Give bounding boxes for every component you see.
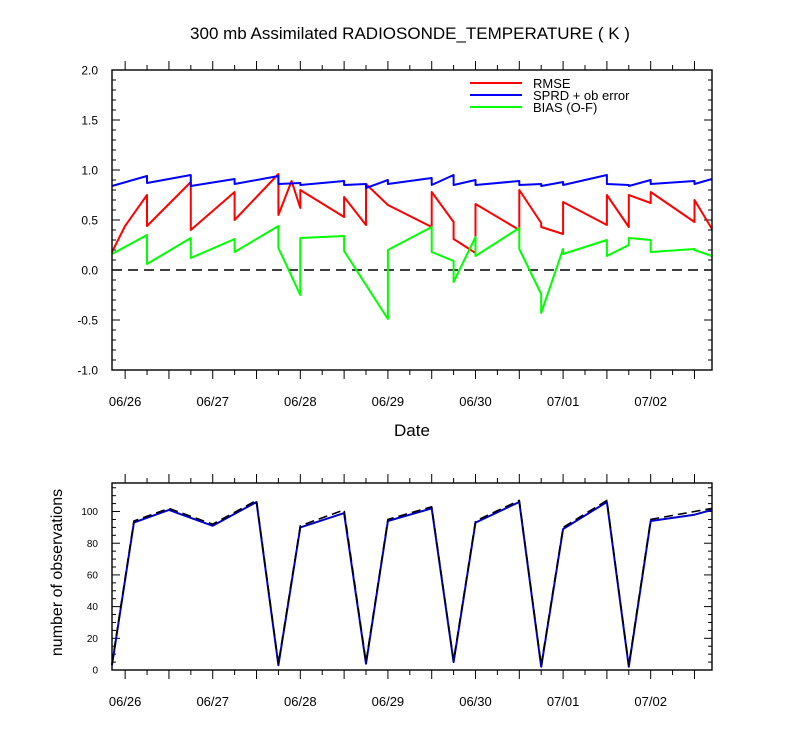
x-tick-label: 07/02 <box>634 694 667 709</box>
bottom-chart-ticks <box>112 474 712 679</box>
legend-label: SPRD + ob error <box>533 88 630 103</box>
x-tick-label: 06/28 <box>284 394 317 409</box>
y-tick-label: -0.5 <box>77 313 98 327</box>
x-tick-label: 07/01 <box>547 694 580 709</box>
bottom-x-tick-labels: 06/26 06/27 06/28 06/29 06/30 07/01 07/02 <box>109 694 667 709</box>
x-tick-label: 06/30 <box>459 394 492 409</box>
x-tick-label: 07/02 <box>634 394 667 409</box>
y-tick-label: 1.0 <box>81 163 98 177</box>
top-chart-panel: 300 mb Assimilated RADIOSONDE_TEMPERATUR… <box>77 24 713 440</box>
y-tick-label: 100 <box>81 507 98 518</box>
x-tick-label: 07/01 <box>547 394 580 409</box>
y-axis-label: number of observations <box>49 489 66 656</box>
top-chart-series <box>111 173 713 320</box>
series-line-observations-possible <box>111 499 713 667</box>
x-axis-label: Date <box>394 421 430 440</box>
chart-title: 300 mb Assimilated RADIOSONDE_TEMPERATUR… <box>190 24 630 43</box>
bottom-chart-frame <box>111 482 713 671</box>
legend-label: RMSE <box>533 76 571 91</box>
x-tick-label: 06/27 <box>196 394 229 409</box>
y-tick-label: 60 <box>87 571 99 582</box>
x-tick-label: 06/26 <box>109 394 142 409</box>
y-tick-label: -1.0 <box>77 363 98 377</box>
x-tick-label: 06/29 <box>372 394 405 409</box>
series-line-observations-used <box>111 501 713 668</box>
y-tick-label: 0.0 <box>81 263 98 277</box>
y-tick-label: 0.5 <box>81 213 98 227</box>
y-tick-label: 20 <box>87 634 99 645</box>
x-tick-label: 06/28 <box>284 694 317 709</box>
x-tick-label: 06/26 <box>109 694 142 709</box>
legend-label: BIAS (O-F) <box>533 100 597 115</box>
top-x-tick-labels: 06/26 06/27 06/28 06/29 06/30 07/01 07/02 <box>109 394 667 409</box>
y-tick-label: 2.0 <box>81 63 98 77</box>
x-tick-label: 06/27 <box>196 694 229 709</box>
bottom-chart-series <box>111 499 713 668</box>
series-line-sprd-ob-error <box>111 174 713 189</box>
y-tick-label: 1.5 <box>81 113 98 127</box>
y-tick-label: 80 <box>87 539 99 550</box>
top-chart-frame <box>111 69 713 371</box>
bottom-y-tick-labels: 0 20 40 60 80 100 <box>81 507 98 676</box>
top-y-tick-labels: -1.0 -0.5 0.0 0.5 1.0 1.5 2.0 <box>77 63 98 377</box>
series-line-rmse <box>111 173 713 254</box>
y-tick-label: 0 <box>92 666 98 677</box>
y-tick-label: 40 <box>87 602 99 613</box>
series-line-bias-o-f <box>111 225 713 320</box>
x-tick-label: 06/30 <box>459 694 492 709</box>
bottom-chart-panel: 0 20 40 60 80 100 06/26 06/27 06/28 06/29 06/30 07… <box>49 474 713 709</box>
x-tick-label: 06/29 <box>372 694 405 709</box>
